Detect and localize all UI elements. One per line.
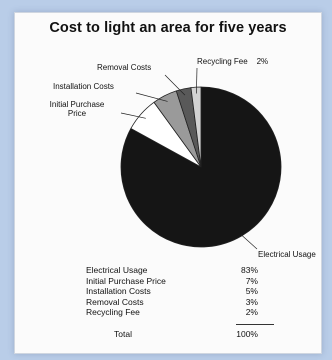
table-value-installation: 5% bbox=[245, 286, 258, 297]
chart-card: Cost to light an area for five years Ele… bbox=[14, 12, 322, 354]
table-total-row: Total 100% bbox=[86, 329, 276, 340]
table-label-recycling: Recycling Fee bbox=[86, 307, 140, 318]
leader-line-removal-costs bbox=[164, 74, 186, 96]
table-row: Removal Costs 3% bbox=[86, 297, 276, 308]
table-total-label: Total bbox=[114, 328, 132, 339]
table-row: Initial Purchase Price 7% bbox=[86, 276, 276, 287]
table-row: Recycling Fee 2% bbox=[86, 307, 276, 318]
table-value-purchase: 7% bbox=[245, 275, 258, 286]
leader-line-installation-costs bbox=[135, 92, 168, 102]
table-label-electrical: Electrical Usage bbox=[86, 265, 148, 275]
pie-chart: Electrical Usage Initial Purchase Price Ins… bbox=[50, 57, 317, 259]
value-table: Electrical Usage 83% Initial Purchase Pr… bbox=[86, 265, 276, 340]
leader-line-initial-purchase-price bbox=[120, 112, 146, 119]
table-row: Installation Costs 5% bbox=[86, 286, 276, 297]
chart-title: Cost to light an area for five years bbox=[49, 20, 287, 36]
table-value-electrical: 83% bbox=[240, 265, 258, 275]
table-label-removal: Removal Costs bbox=[86, 296, 144, 307]
table-total-value: 100% bbox=[236, 328, 258, 339]
table-row: Electrical Usage 83% bbox=[86, 265, 276, 276]
callout-label-recycling-fee: Recycling Fee 2% bbox=[197, 57, 268, 66]
table-value-removal: 3% bbox=[245, 296, 258, 307]
table-label-installation: Installation Costs bbox=[86, 286, 151, 297]
leader-line-electrical-usage bbox=[240, 234, 258, 250]
callout-label-electrical-usage: Electrical Usage bbox=[258, 250, 316, 259]
callout-label-installation-costs: Installation Costs bbox=[53, 82, 114, 91]
callout-label-initial-purchase-price: Initial Purchase Price bbox=[50, 100, 105, 118]
table-label-purchase: Initial Purchase Price bbox=[86, 275, 166, 286]
callout-label-removal-costs: Removal Costs bbox=[97, 63, 151, 72]
total-divider bbox=[236, 323, 274, 325]
leader-line-recycling-fee bbox=[196, 67, 198, 94]
pie-slice-recycling-fee bbox=[190, 86, 202, 168]
table-value-recycling: 2% bbox=[245, 307, 258, 318]
